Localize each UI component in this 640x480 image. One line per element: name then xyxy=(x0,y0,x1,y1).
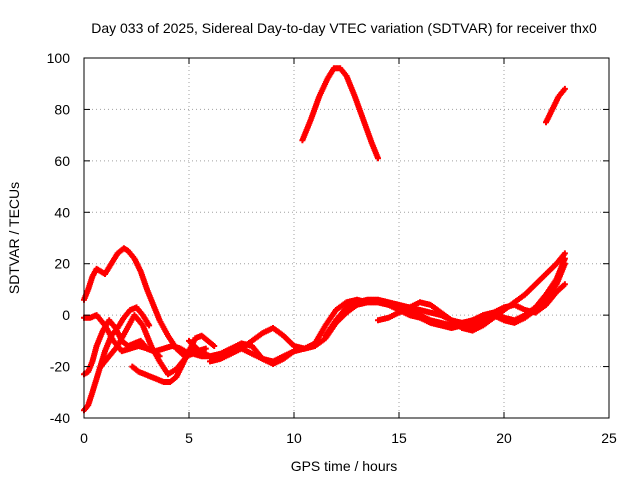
y-tick-label: -20 xyxy=(50,359,70,375)
y-tick-label: 100 xyxy=(47,50,71,66)
x-tick-label: 0 xyxy=(80,430,88,446)
data-point xyxy=(561,250,568,257)
data-point xyxy=(146,322,153,329)
x-tick-label: 20 xyxy=(496,430,512,446)
data-point xyxy=(211,343,218,349)
chart-title: Day 033 of 2025, Sidereal Day-to-day VTE… xyxy=(91,20,597,36)
y-tick-label: 0 xyxy=(62,307,70,323)
y-tick-label: 40 xyxy=(54,204,70,220)
y-tick-label: -40 xyxy=(50,410,70,426)
series-arc-high-peak xyxy=(299,65,381,162)
axis-ticks: 0 5 10 15 20 25 -40 -20 0 20 40 60 80 100 xyxy=(47,50,617,446)
plot-frame xyxy=(83,57,610,419)
data-point xyxy=(561,85,568,92)
x-tick-label: 5 xyxy=(185,430,193,446)
y-axis-label: SDTVAR / TECUs xyxy=(6,182,22,294)
y-tick-label: 60 xyxy=(54,153,70,169)
x-tick-label: 10 xyxy=(286,430,302,446)
data-point xyxy=(561,281,568,288)
data-point xyxy=(375,155,381,162)
x-axis-label: GPS time / hours xyxy=(291,458,398,474)
y-tick-label: 20 xyxy=(54,256,70,272)
data-point xyxy=(202,345,209,352)
x-tick-label: 15 xyxy=(391,430,407,446)
x-tick-label: 25 xyxy=(601,430,617,446)
data-marks xyxy=(81,65,568,414)
y-tick-label: 80 xyxy=(54,101,70,117)
series-arc-l xyxy=(375,250,568,334)
series-arc-high-late xyxy=(543,85,568,126)
